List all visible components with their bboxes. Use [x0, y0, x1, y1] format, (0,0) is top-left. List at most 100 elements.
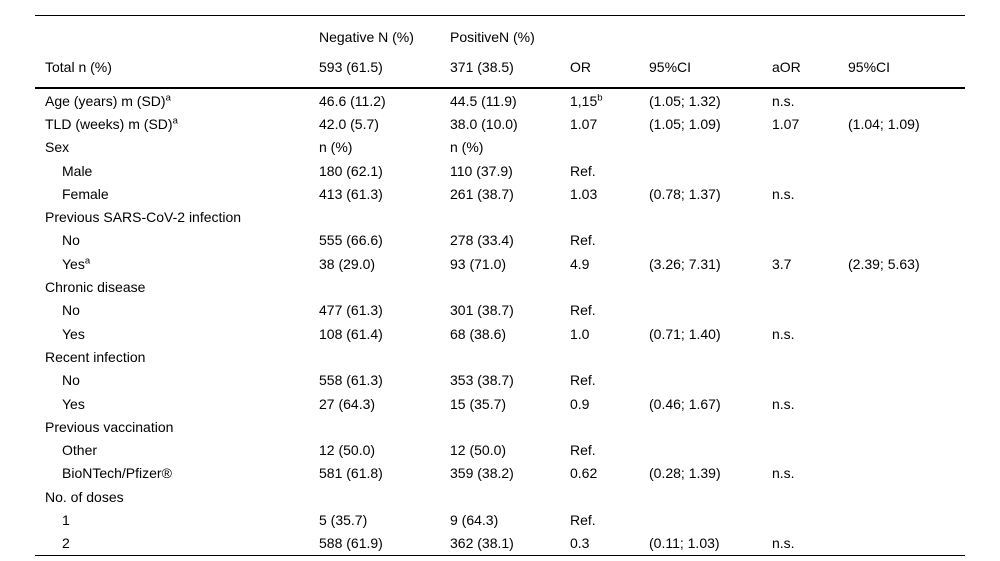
cell-aor: 3.7	[772, 255, 792, 272]
cell-ci: (0.78; 1.37)	[649, 185, 721, 202]
footnote-marker: a	[165, 91, 171, 103]
cell-aci	[848, 369, 965, 392]
cell-aor	[772, 275, 848, 298]
cell-negative: 180 (62.1)	[319, 162, 383, 179]
cell-negative: 588 (61.9)	[319, 535, 383, 552]
row-label: Age (years) m (SD)a	[45, 91, 171, 109]
cell-aor	[772, 159, 848, 182]
cell-aor: n.s.	[772, 465, 795, 482]
row-label: Previous vaccination	[45, 418, 174, 435]
cell-ci: (1.05; 1.09)	[649, 115, 721, 132]
cell-or: 1.07	[570, 115, 598, 132]
cell-negative: n (%)	[319, 139, 353, 156]
header-positive: PositiveN (%)	[450, 28, 535, 45]
table-row: Yes 108 (61.4) 68 (38.6) 1.0 (0.71; 1.40) n.s…	[35, 322, 965, 345]
cell-aor	[772, 136, 848, 159]
cell-ci	[649, 299, 772, 322]
cell-or	[570, 415, 649, 438]
cell-aci: (1.04; 1.09)	[848, 115, 920, 132]
table-row: No 477 (61.3) 301 (38.7) Ref.	[35, 299, 965, 322]
cell-aci	[848, 462, 965, 485]
cell-or: 1,15b	[570, 91, 603, 109]
cell-aor	[772, 299, 848, 322]
cell-aci	[848, 136, 965, 159]
header-empty	[35, 16, 319, 52]
cell-negative: 558 (61.3)	[319, 372, 383, 389]
cell-aci	[848, 392, 965, 415]
cell-aor	[772, 229, 848, 252]
results-table-container: Negative N (%) PositiveN (%) Total n (%)…	[35, 15, 965, 556]
table-header: Negative N (%) PositiveN (%) Total n (%)…	[35, 15, 965, 88]
cell-negative	[319, 345, 450, 368]
cell-or: Ref.	[570, 372, 596, 389]
table-row: TLD (weeks) m (SD)a 42.0 (5.7) 38.0 (10.0)…	[35, 112, 965, 135]
cell-negative: 581 (61.8)	[319, 465, 383, 482]
table-row: Sex n (%) n (%)	[35, 136, 965, 159]
cell-ci	[649, 415, 772, 438]
row-label: Male	[62, 162, 93, 179]
cell-positive: 15 (35.7)	[450, 395, 507, 412]
header-aci: 95%CI	[848, 58, 891, 75]
cell-aor	[772, 415, 848, 438]
row-label: No. of doses	[45, 488, 124, 505]
header-aor: aOR	[772, 58, 801, 75]
header-row-2: Total n (%) 593 (61.5) 371 (38.5) OR 95%…	[35, 51, 965, 88]
cell-positive	[450, 415, 570, 438]
cell-or	[570, 136, 649, 159]
header-empty	[649, 16, 772, 52]
cell-negative: 27 (64.3)	[319, 395, 376, 412]
cell-positive: 362 (38.1)	[450, 535, 514, 552]
cell-aor: n.s.	[772, 185, 795, 202]
table-row: No 558 (61.3) 353 (38.7) Ref.	[35, 369, 965, 392]
table-row: Female 413 (61.3) 261 (38.7) 1.03 (0.78; 1.3…	[35, 182, 965, 205]
cell-aor: n.s.	[772, 325, 795, 342]
cell-positive: 110 (37.9)	[450, 162, 513, 179]
row-label: No	[62, 232, 80, 249]
cell-aci	[848, 322, 965, 345]
cell-aor	[772, 438, 848, 461]
cell-ci	[649, 229, 772, 252]
table-row: Age (years) m (SD)a 46.6 (11.2) 44.5 (11.9…	[35, 88, 965, 112]
table-row: Yesa 38 (29.0) 93 (71.0) 4.9 (3.26; 7.31) 3.7…	[35, 252, 965, 275]
cell-positive	[450, 275, 570, 298]
cell-aci	[848, 415, 965, 438]
row-label: Yesa	[62, 255, 91, 272]
cell-positive: 301 (38.7)	[450, 302, 514, 319]
cell-negative: 413 (61.3)	[319, 185, 383, 202]
table-body: Age (years) m (SD)a 46.6 (11.2) 44.5 (11.9…	[35, 88, 965, 556]
cell-negative	[319, 415, 450, 438]
row-label: No	[62, 372, 80, 389]
table-row: Recent infection	[35, 345, 965, 368]
cell-positive	[450, 205, 570, 228]
cell-aci	[848, 229, 965, 252]
header-positive-total: 371 (38.5)	[450, 58, 514, 75]
cell-ci: (0.71; 1.40)	[649, 325, 721, 342]
cell-positive: 38.0 (10.0)	[450, 115, 518, 132]
cell-aor: n.s.	[772, 395, 795, 412]
cell-or: 1.0	[570, 325, 590, 342]
cell-aor	[772, 485, 848, 508]
cell-ci: (0.46; 1.67)	[649, 395, 721, 412]
row-label: Yes	[62, 325, 85, 342]
cell-positive: 261 (38.7)	[450, 185, 514, 202]
table-row: Previous SARS-CoV-2 infection	[35, 205, 965, 228]
cell-aor	[772, 205, 848, 228]
row-label: BioNTech/Pfizer®	[62, 465, 172, 482]
cell-or: Ref.	[570, 232, 596, 249]
cell-negative: 555 (66.6)	[319, 232, 383, 249]
cell-positive: 353 (38.7)	[450, 372, 514, 389]
table-row: Other 12 (50.0) 12 (50.0) Ref.	[35, 438, 965, 461]
cell-aci	[848, 159, 965, 182]
header-or: OR	[570, 58, 591, 75]
cell-positive	[450, 485, 570, 508]
table-row: No. of doses	[35, 485, 965, 508]
cell-aci	[848, 182, 965, 205]
cell-or	[570, 275, 649, 298]
cell-positive: 68 (38.6)	[450, 325, 507, 342]
row-label: 2	[62, 535, 70, 552]
row-label: No	[62, 302, 80, 319]
cell-positive: 9 (64.3)	[450, 511, 499, 528]
cell-negative: 477 (61.3)	[319, 302, 383, 319]
cell-ci: (3.26; 7.31)	[649, 255, 721, 272]
